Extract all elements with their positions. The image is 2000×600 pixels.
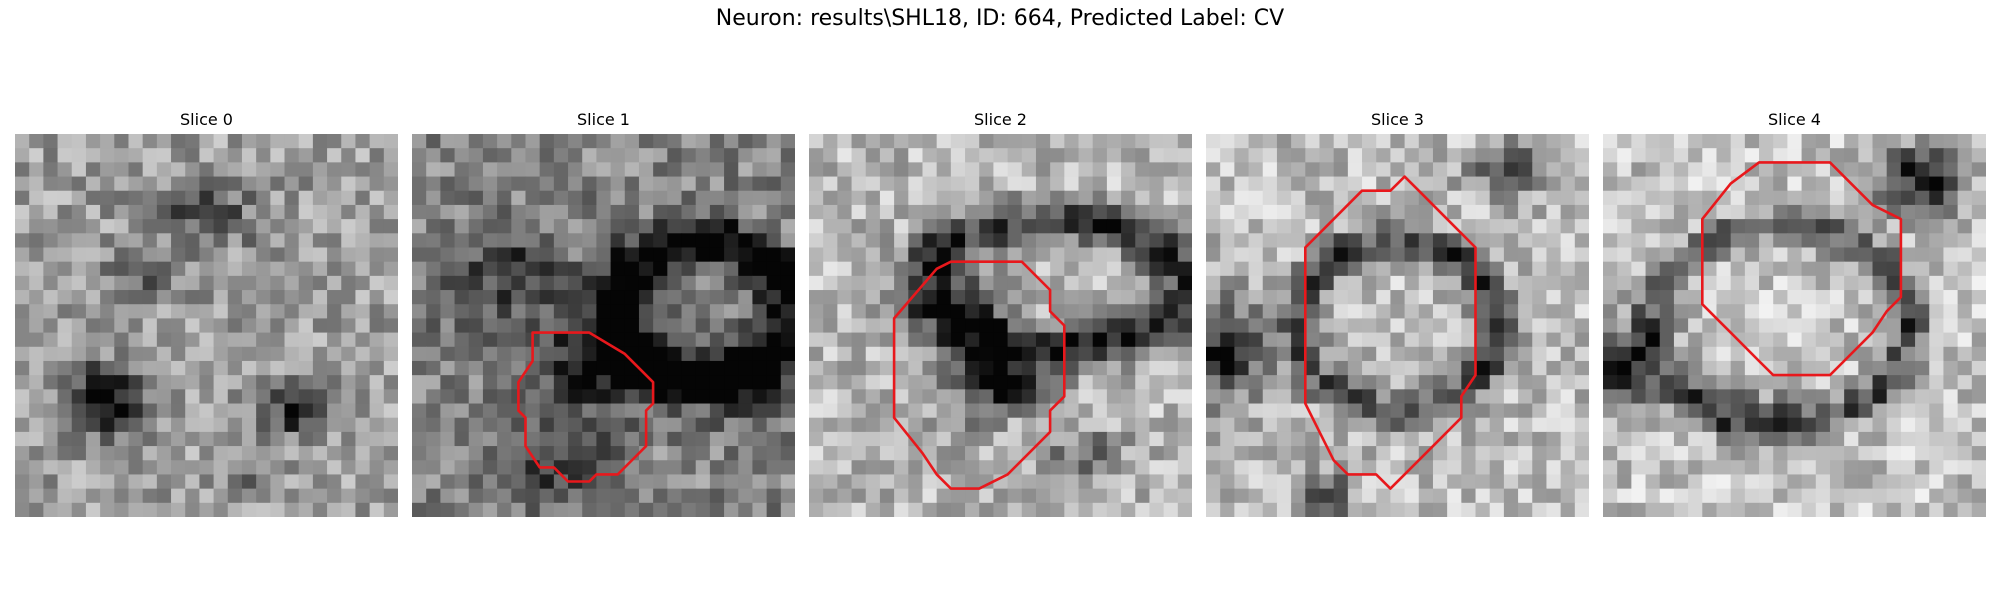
slice-image xyxy=(809,134,1192,517)
slice-image xyxy=(1206,134,1589,517)
slice-image xyxy=(412,134,795,517)
slice-title: Slice 2 xyxy=(809,110,1192,129)
slice-title: Slice 4 xyxy=(1603,110,1986,129)
slice-title: Slice 0 xyxy=(15,110,398,129)
slice-title: Slice 3 xyxy=(1206,110,1589,129)
slice-title: Slice 1 xyxy=(412,110,795,129)
slice-image xyxy=(1603,134,1986,517)
figure-title: Neuron: results\SHL18, ID: 664, Predicte… xyxy=(0,6,2000,31)
slice-image xyxy=(15,134,398,517)
